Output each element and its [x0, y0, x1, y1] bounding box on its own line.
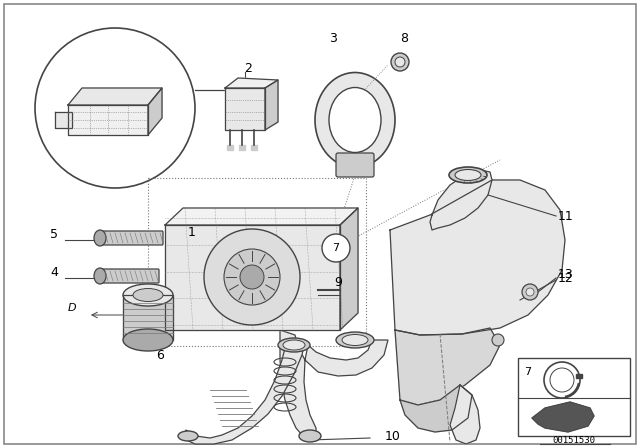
Polygon shape [68, 88, 162, 105]
Polygon shape [395, 328, 500, 405]
FancyBboxPatch shape [99, 269, 159, 283]
Ellipse shape [342, 335, 368, 345]
Text: 7: 7 [332, 243, 340, 253]
Polygon shape [68, 105, 148, 135]
Polygon shape [450, 385, 480, 444]
Text: 6: 6 [156, 349, 164, 362]
Bar [148, 178, 366, 346]
Circle shape [526, 288, 534, 296]
Polygon shape [123, 295, 173, 340]
Ellipse shape [278, 338, 310, 352]
Circle shape [322, 234, 350, 262]
Circle shape [492, 334, 504, 346]
Bar [518, 358, 630, 436]
Circle shape [204, 229, 300, 325]
Polygon shape [532, 402, 594, 432]
Text: 4: 4 [50, 266, 58, 279]
Circle shape [35, 28, 195, 188]
Text: 13: 13 [558, 267, 573, 280]
Text: D: D [68, 303, 76, 313]
Ellipse shape [449, 167, 487, 183]
Circle shape [522, 284, 538, 300]
PathPatch shape [280, 330, 388, 440]
Polygon shape [55, 112, 72, 128]
Text: 12: 12 [558, 271, 573, 284]
Text: 00151530: 00151530 [552, 435, 595, 444]
PathPatch shape [182, 345, 304, 444]
Text: 5: 5 [50, 228, 58, 241]
Polygon shape [225, 78, 278, 88]
Polygon shape [390, 180, 565, 335]
Ellipse shape [123, 284, 173, 306]
Ellipse shape [178, 431, 198, 441]
Ellipse shape [283, 340, 305, 350]
Ellipse shape [133, 289, 163, 302]
Circle shape [395, 57, 405, 67]
Polygon shape [239, 145, 245, 150]
Polygon shape [165, 208, 358, 225]
Ellipse shape [94, 268, 106, 284]
Polygon shape [225, 88, 265, 130]
Polygon shape [148, 88, 162, 135]
Text: 3: 3 [329, 31, 337, 44]
Polygon shape [400, 385, 472, 432]
Polygon shape [227, 145, 233, 150]
FancyBboxPatch shape [336, 153, 374, 177]
Ellipse shape [123, 329, 173, 351]
Polygon shape [576, 374, 582, 378]
Ellipse shape [329, 87, 381, 152]
Polygon shape [430, 170, 492, 230]
Text: 2: 2 [244, 61, 252, 74]
Text: 9: 9 [334, 276, 342, 289]
Polygon shape [251, 145, 257, 150]
Ellipse shape [336, 332, 374, 348]
Text: 7: 7 [524, 367, 532, 377]
Ellipse shape [94, 230, 106, 246]
Text: 10: 10 [385, 430, 401, 443]
Text: 1: 1 [188, 225, 196, 238]
Circle shape [224, 249, 280, 305]
Circle shape [240, 265, 264, 289]
Ellipse shape [455, 169, 481, 181]
Text: 8: 8 [400, 31, 408, 44]
Ellipse shape [315, 73, 395, 168]
Text: 11: 11 [558, 210, 573, 223]
Polygon shape [340, 208, 358, 330]
Polygon shape [265, 80, 278, 130]
FancyBboxPatch shape [99, 231, 163, 245]
Circle shape [391, 53, 409, 71]
Ellipse shape [299, 430, 321, 442]
Polygon shape [165, 225, 340, 330]
